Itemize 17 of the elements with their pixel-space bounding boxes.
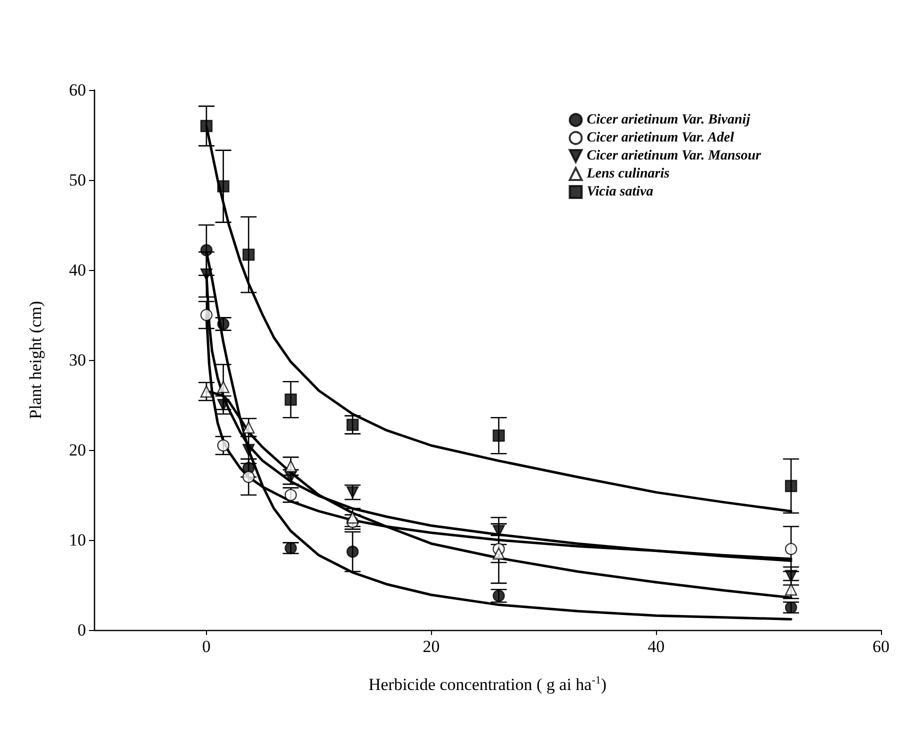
x-tick-label: 20 bbox=[422, 637, 440, 656]
legend-label: Lens culinaris bbox=[586, 166, 670, 182]
y-tick-label: 30 bbox=[69, 350, 86, 370]
y-tick-label: 10 bbox=[69, 530, 86, 550]
legend-label: Cicer arietinum Var. Bivanij bbox=[586, 112, 750, 128]
y-axis-title: Plant height (cm) bbox=[26, 300, 45, 420]
legend-label: Cicer arietinum Var. Adel bbox=[586, 130, 734, 146]
legend-label: Cicer arietinum Var. Mansour bbox=[586, 148, 762, 164]
y-tick-label: 20 bbox=[69, 440, 86, 460]
y-tick-label: 50 bbox=[69, 170, 86, 190]
x-tick-label: 40 bbox=[648, 637, 665, 656]
x-tick-label: 0 bbox=[202, 637, 211, 656]
legend-label: Vicia sativa bbox=[586, 184, 654, 200]
y-tick-label: 40 bbox=[69, 260, 86, 280]
y-tick-label: 0 bbox=[78, 620, 86, 640]
x-tick-label: 60 bbox=[872, 637, 890, 656]
y-tick-label: 60 bbox=[69, 80, 86, 100]
